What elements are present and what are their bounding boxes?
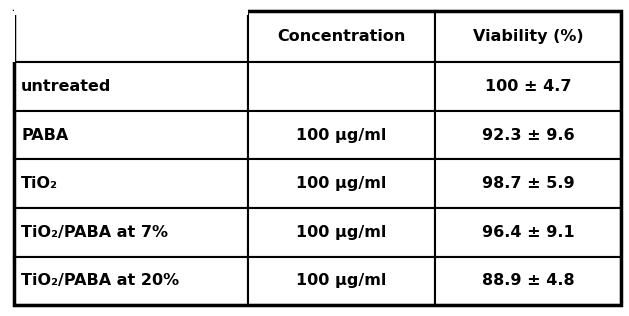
Bar xyxy=(14,160,248,208)
Bar xyxy=(435,11,621,62)
Bar xyxy=(435,160,621,208)
Bar xyxy=(14,4,248,15)
Bar xyxy=(248,62,435,111)
Bar xyxy=(248,257,435,305)
Text: 96.4 ± 9.1: 96.4 ± 9.1 xyxy=(482,225,574,240)
Text: 98.7 ± 5.9: 98.7 ± 5.9 xyxy=(482,176,574,191)
Bar xyxy=(14,111,248,160)
Text: 100 μg/ml: 100 μg/ml xyxy=(296,128,386,143)
Text: 100 μg/ml: 100 μg/ml xyxy=(296,176,386,191)
Bar xyxy=(248,111,435,160)
Bar xyxy=(435,111,621,160)
Bar xyxy=(14,11,248,62)
Bar xyxy=(435,257,621,305)
Bar xyxy=(14,62,248,111)
Text: TiO₂/PABA at 20%: TiO₂/PABA at 20% xyxy=(21,273,179,289)
Text: Viability (%): Viability (%) xyxy=(473,29,584,44)
Text: 92.3 ± 9.6: 92.3 ± 9.6 xyxy=(482,128,574,143)
Bar xyxy=(12,11,15,62)
Bar xyxy=(248,208,435,257)
Bar xyxy=(248,160,435,208)
Bar xyxy=(14,257,248,305)
Bar xyxy=(435,62,621,111)
Text: untreated: untreated xyxy=(21,79,111,94)
Text: 100 μg/ml: 100 μg/ml xyxy=(296,273,386,289)
Text: TiO₂: TiO₂ xyxy=(21,176,58,191)
Text: 100 ± 4.7: 100 ± 4.7 xyxy=(485,79,571,94)
Text: Concentration: Concentration xyxy=(277,29,406,44)
Bar xyxy=(435,208,621,257)
Bar xyxy=(248,11,435,62)
Text: PABA: PABA xyxy=(21,128,69,143)
Bar xyxy=(14,208,248,257)
Text: 100 μg/ml: 100 μg/ml xyxy=(296,225,386,240)
Text: 88.9 ± 4.8: 88.9 ± 4.8 xyxy=(482,273,574,289)
Text: TiO₂/PABA at 7%: TiO₂/PABA at 7% xyxy=(21,225,168,240)
